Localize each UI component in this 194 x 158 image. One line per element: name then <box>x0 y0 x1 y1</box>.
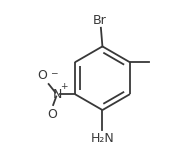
Text: H₂N: H₂N <box>91 132 114 145</box>
Text: O: O <box>48 108 58 121</box>
Text: N: N <box>52 88 62 101</box>
Text: Br: Br <box>93 14 107 27</box>
Text: −: − <box>50 69 58 78</box>
Text: +: + <box>61 82 68 91</box>
Text: O: O <box>37 69 47 82</box>
